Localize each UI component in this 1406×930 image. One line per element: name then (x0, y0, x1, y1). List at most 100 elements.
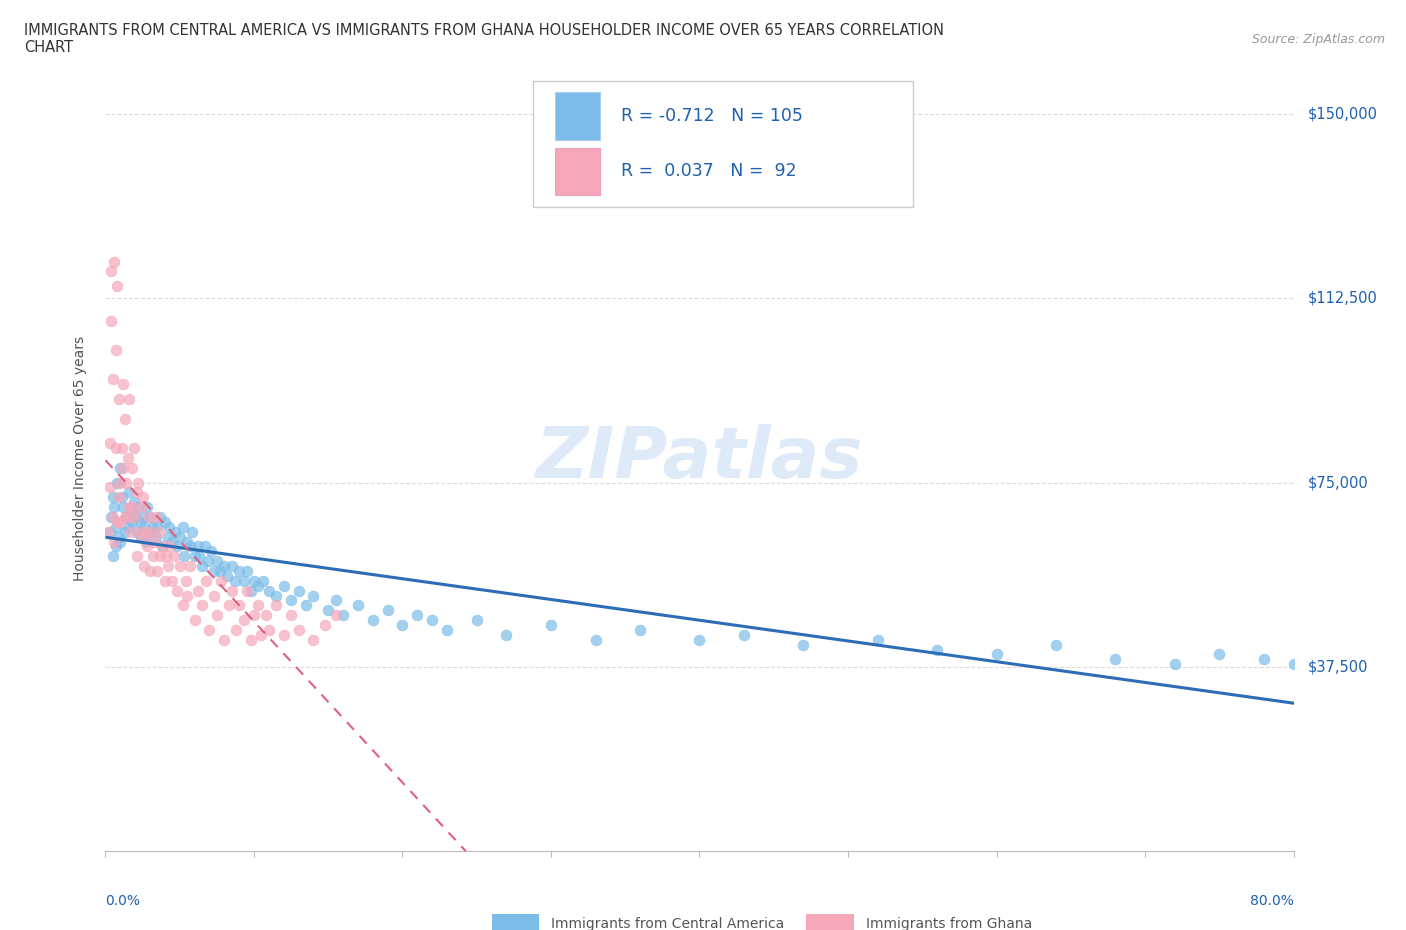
Point (125, 525, 148, 539)
Point (132, 519, 155, 534)
Point (172, 519, 194, 534)
Point (183, 613, 205, 628)
Point (124, 510, 146, 525)
Point (105, 475, 128, 490)
Point (118, 499, 141, 514)
Point (391, 618, 413, 632)
Point (114, 510, 136, 525)
Point (142, 549, 165, 564)
Point (155, 549, 177, 564)
Point (122, 495, 145, 510)
Point (104, 342, 127, 357)
Text: Immigrants from Ghana: Immigrants from Ghana (866, 917, 1032, 930)
Point (98, 436, 121, 451)
Point (232, 613, 254, 628)
Point (128, 514, 150, 529)
Point (173, 549, 195, 564)
Point (121, 499, 143, 514)
Point (104, 519, 127, 534)
Point (127, 499, 149, 514)
Point (120, 525, 142, 539)
FancyBboxPatch shape (554, 148, 600, 195)
Point (792, 637, 814, 652)
Point (98, 525, 121, 539)
Point (689, 632, 711, 647)
Point (316, 603, 339, 618)
Point (264, 598, 287, 613)
Point (224, 574, 246, 589)
Point (257, 583, 280, 598)
Point (98, 480, 121, 495)
Point (325, 593, 347, 608)
Point (117, 451, 139, 466)
Point (347, 598, 370, 613)
Text: IMMIGRANTS FROM CENTRAL AMERICA VS IMMIGRANTS FROM GHANA HOUSEHOLDER INCOME OVER: IMMIGRANTS FROM CENTRAL AMERICA VS IMMIG… (24, 23, 943, 38)
Point (302, 588, 325, 603)
Point (129, 499, 152, 514)
Point (927, 642, 949, 657)
Point (986, 647, 1008, 662)
Point (273, 628, 295, 643)
Point (115, 475, 138, 490)
Point (205, 608, 228, 623)
Point (135, 534, 157, 549)
Point (325, 608, 347, 623)
Point (124, 510, 146, 525)
Text: R =  0.037   N =  92: R = 0.037 N = 92 (621, 163, 797, 180)
Point (250, 628, 273, 643)
Text: $37,500: $37,500 (1308, 659, 1368, 674)
FancyBboxPatch shape (492, 914, 538, 930)
Point (287, 622, 309, 637)
Point (141, 525, 163, 539)
Point (1164, 657, 1187, 671)
Point (122, 441, 145, 456)
Point (153, 574, 176, 589)
Point (183, 549, 205, 564)
Point (188, 549, 211, 564)
Point (228, 564, 250, 578)
Point (101, 490, 124, 505)
Point (156, 529, 179, 544)
Point (101, 372, 124, 387)
Point (235, 564, 257, 578)
Point (264, 588, 287, 603)
Point (127, 475, 149, 490)
Point (125, 549, 148, 564)
Point (172, 598, 194, 613)
Point (131, 490, 153, 505)
Point (169, 559, 191, 574)
Point (163, 549, 186, 564)
Point (166, 583, 188, 598)
Point (406, 608, 429, 623)
Point (146, 564, 169, 578)
Point (232, 574, 254, 589)
Point (136, 539, 159, 554)
Point (117, 519, 139, 534)
Point (221, 559, 243, 574)
Point (273, 578, 295, 593)
Point (121, 514, 143, 529)
Text: ZIPatlas: ZIPatlas (536, 423, 863, 493)
Point (240, 583, 263, 598)
Point (280, 593, 302, 608)
Point (110, 534, 132, 549)
Point (200, 544, 222, 559)
Point (186, 583, 208, 598)
Point (1045, 637, 1067, 652)
Point (436, 622, 458, 637)
Point (1282, 657, 1305, 671)
Point (174, 574, 197, 589)
Point (139, 564, 162, 578)
Point (125, 485, 148, 499)
Point (205, 553, 228, 568)
Text: Source: ZipAtlas.com: Source: ZipAtlas.com (1251, 33, 1385, 46)
Point (103, 499, 125, 514)
Point (628, 622, 651, 637)
Point (150, 539, 173, 554)
Point (132, 559, 155, 574)
Text: 80.0%: 80.0% (1250, 894, 1294, 909)
Y-axis label: Householder Income Over 65 years: Householder Income Over 65 years (73, 336, 87, 580)
Point (176, 588, 198, 603)
Point (105, 279, 128, 294)
Point (1298, 662, 1320, 677)
